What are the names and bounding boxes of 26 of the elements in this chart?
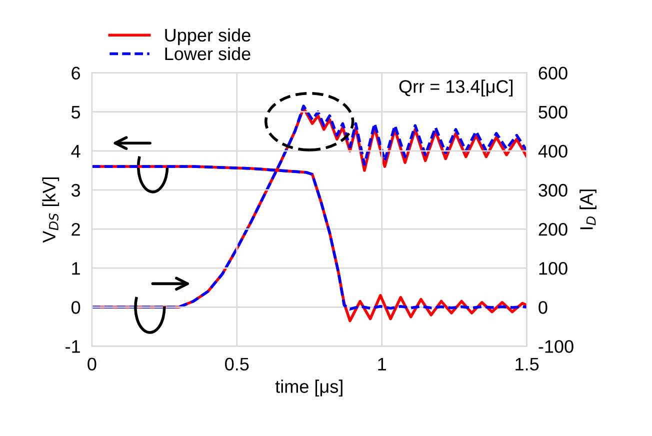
y-tick-label: 4 <box>71 145 80 158</box>
y-tick-label: 0 <box>71 301 80 314</box>
annotation: Qrr = 13.4[μC] <box>399 80 512 96</box>
legend-label: Lower side <box>165 46 250 60</box>
x-tick-label: 1 <box>378 358 386 370</box>
y2-tick-label: 100 <box>539 262 568 275</box>
x-tick-label: 0.5 <box>225 358 249 371</box>
x-tick-label: 0 <box>88 358 96 371</box>
x-axis-title: time [μs] <box>275 380 342 397</box>
y2-tick-label: 600 <box>538 66 568 80</box>
y2-tick-label: 500 <box>538 106 568 119</box>
y-tick-label: 6 <box>72 66 80 80</box>
y-tick-label: 5 <box>72 106 80 119</box>
y-tick-label: -1 <box>66 340 80 353</box>
y2-tick-label: 0 <box>538 301 548 314</box>
y2-axis-title: I$_{D}$ [A] <box>580 190 596 230</box>
y-tick-label: 3 <box>71 184 80 197</box>
y2-tick-label: 400 <box>538 144 568 158</box>
y-tick-label: 2 <box>72 222 80 236</box>
y-tick-label: 1 <box>72 262 80 275</box>
y2-tick-label: -100 <box>538 340 574 353</box>
y2-tick-label: 300 <box>538 184 568 197</box>
legend-label: Upper side <box>165 28 250 46</box>
x-tick-label: 1.5 <box>516 358 539 371</box>
y-axis-title: V$_{DS}$ [kV] <box>42 178 60 243</box>
y2-tick-label: 200 <box>538 222 568 236</box>
